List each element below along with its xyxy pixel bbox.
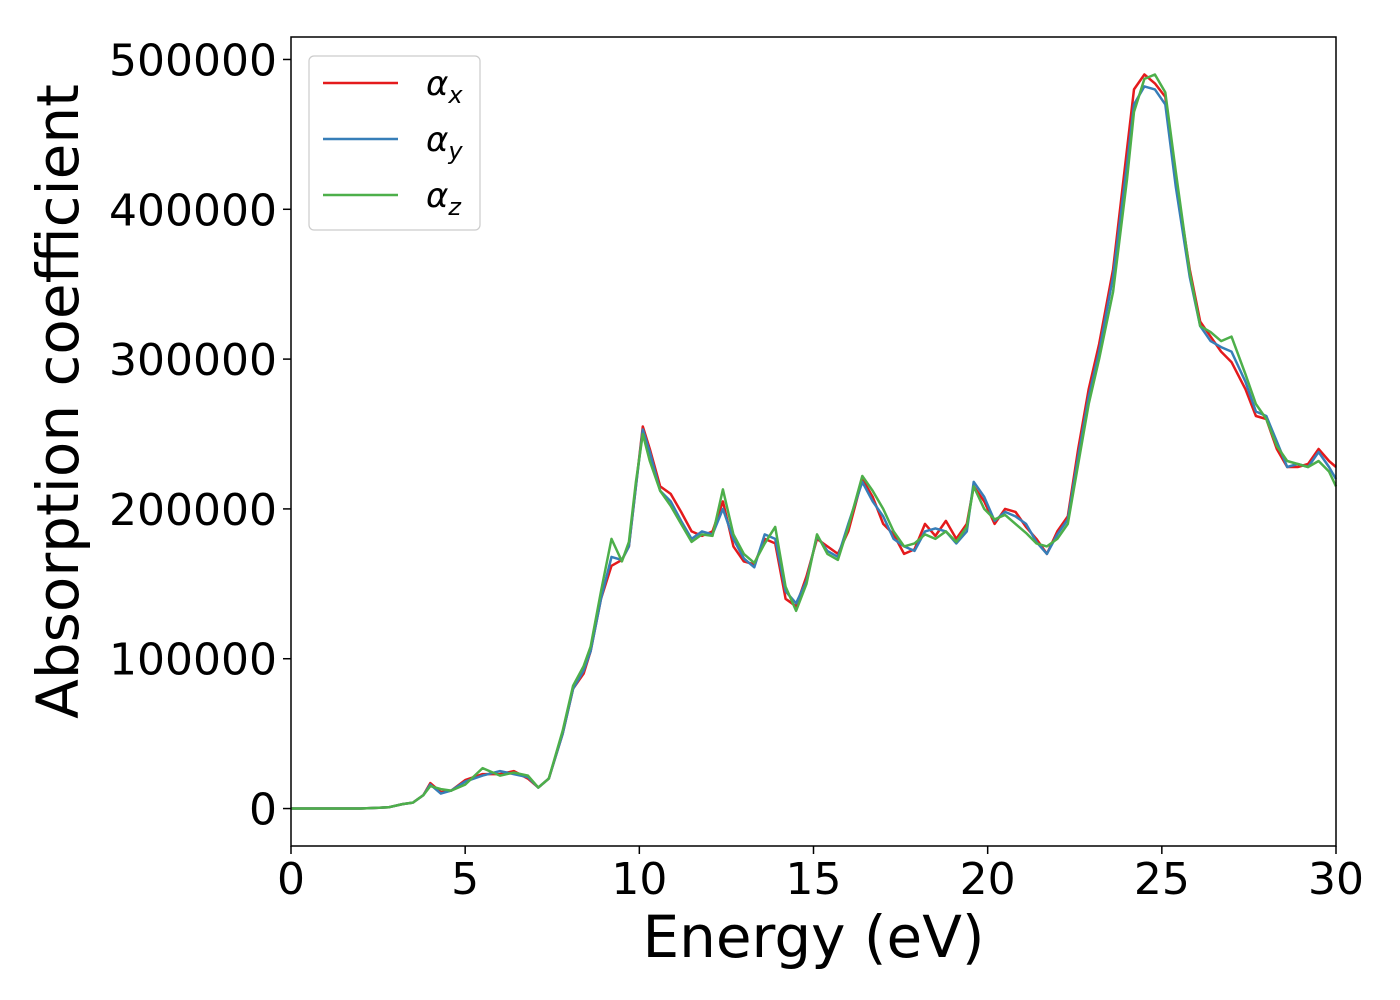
y-tick-label: 100000 [109,635,277,686]
x-axis-title: Energy (eV) [642,903,984,971]
legend-label-y: αy [426,120,463,165]
x-tick-label: 0 [277,854,305,905]
series-layer [291,73,1338,810]
y-ticks: 0 100000 200000 300000 400000 500000 [109,35,291,836]
y-tick-label: 0 [249,785,277,836]
y-tick-label: 300000 [109,335,277,386]
x-tick-label: 30 [1308,854,1364,905]
y-tick-label: 500000 [109,35,277,86]
x-tick-label: 5 [451,854,479,905]
x-ticks: 0 5 10 15 20 25 30 [277,846,1364,905]
series-line-z [291,73,1338,810]
y-tick-label: 400000 [109,185,277,236]
x-tick-label: 15 [786,854,842,905]
legend-label-z: αz [426,176,462,221]
legend-box [308,55,481,231]
x-tick-label: 20 [960,854,1016,905]
x-tick-label: 10 [611,854,667,905]
legend-label-x: αx [426,64,463,109]
legend: αx αy αz [308,55,481,231]
y-tick-label: 200000 [109,485,277,536]
x-tick-label: 25 [1134,854,1190,905]
y-axis-title: Absorption coefficient [24,84,92,719]
